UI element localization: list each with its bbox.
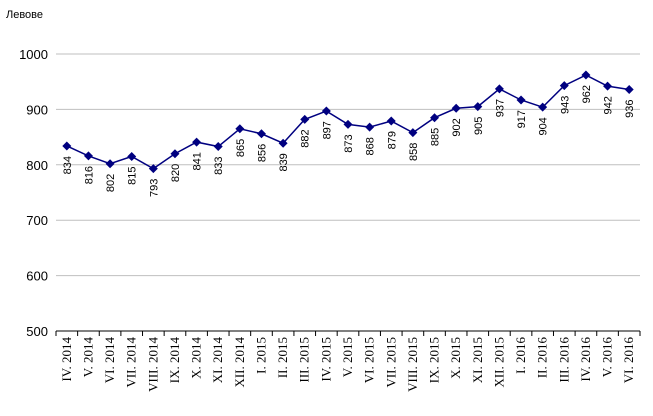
data-label: 793 bbox=[148, 179, 160, 197]
x-tick-label: I. 2015 bbox=[253, 337, 268, 374]
data-point bbox=[473, 102, 483, 112]
x-tick-label: II. 2016 bbox=[535, 337, 550, 379]
data-label: 816 bbox=[83, 166, 95, 184]
data-point bbox=[430, 113, 440, 123]
x-tick-label: X. 2015 bbox=[448, 337, 463, 379]
series-markers bbox=[62, 70, 634, 174]
data-point bbox=[538, 102, 548, 112]
x-tick-label: V. 2015 bbox=[340, 337, 355, 377]
x-tick-marks bbox=[55, 331, 641, 336]
data-label: 937 bbox=[494, 99, 506, 117]
y-tick-label: 1000 bbox=[19, 47, 48, 62]
x-tick-label: IV. 2014 bbox=[59, 337, 74, 382]
y-tick-labels: 500 600 700 800 900 1000 bbox=[19, 47, 48, 339]
data-point bbox=[83, 151, 93, 161]
x-tick-label: IV. 2016 bbox=[578, 337, 593, 382]
data-label: 802 bbox=[105, 174, 117, 192]
data-label: 885 bbox=[430, 128, 442, 146]
data-label: 904 bbox=[538, 117, 550, 135]
data-label: 942 bbox=[603, 96, 615, 114]
x-tick-label: X. 2014 bbox=[189, 337, 204, 379]
data-point bbox=[235, 124, 245, 134]
y-tick-label: 500 bbox=[26, 324, 48, 339]
y-tick-label: 900 bbox=[26, 102, 48, 117]
data-label: 962 bbox=[581, 85, 593, 103]
data-point bbox=[300, 114, 310, 124]
data-label: 868 bbox=[365, 137, 377, 155]
x-tick-label: V. 2014 bbox=[80, 337, 95, 378]
x-tick-label: IX. 2015 bbox=[427, 337, 442, 383]
x-tick-label: VIII. 2015 bbox=[405, 337, 420, 392]
gridlines bbox=[56, 53, 640, 277]
data-point bbox=[365, 122, 375, 132]
data-label: 858 bbox=[408, 143, 420, 161]
data-label: 879 bbox=[386, 131, 398, 149]
data-point bbox=[278, 138, 288, 148]
x-tick-label: XII. 2015 bbox=[491, 337, 506, 388]
data-label: 897 bbox=[321, 121, 333, 139]
x-tick-label: VI. 2014 bbox=[102, 337, 117, 384]
data-label: 834 bbox=[62, 156, 74, 174]
data-point bbox=[105, 159, 115, 169]
data-point bbox=[148, 164, 158, 174]
data-point bbox=[603, 81, 613, 91]
data-point bbox=[170, 149, 180, 159]
data-label: 873 bbox=[343, 134, 355, 152]
data-point bbox=[321, 106, 331, 116]
data-point bbox=[494, 84, 504, 94]
x-tick-label: VII. 2015 bbox=[383, 337, 398, 388]
x-tick-label: I. 2016 bbox=[513, 337, 528, 374]
x-tick-label: II. 2015 bbox=[275, 337, 290, 378]
x-tick-label: V. 2016 bbox=[600, 337, 615, 378]
data-point bbox=[451, 103, 461, 113]
x-tick-label: IV. 2015 bbox=[318, 337, 333, 382]
data-label: 833 bbox=[213, 157, 225, 175]
x-tick-label: III. 2015 bbox=[297, 337, 312, 383]
data-point bbox=[192, 137, 202, 147]
data-point bbox=[581, 70, 591, 80]
x-tick-label: XII. 2014 bbox=[232, 337, 247, 388]
y-axis-label: Левове bbox=[6, 9, 43, 21]
data-labels: 834 816 802 815 793 820 841 833 865 856 839 882 897 8… bbox=[62, 85, 636, 197]
data-label: 865 bbox=[235, 139, 247, 157]
y-tick-label: 600 bbox=[26, 269, 48, 284]
data-point bbox=[408, 128, 418, 138]
data-label: 905 bbox=[473, 117, 485, 135]
y-tick-label: 800 bbox=[26, 158, 48, 173]
x-tick-label: XI. 2014 bbox=[210, 337, 225, 384]
data-point bbox=[386, 116, 396, 126]
x-tick-label: XI. 2015 bbox=[470, 337, 485, 383]
data-label: 882 bbox=[300, 129, 312, 147]
data-label: 820 bbox=[170, 164, 182, 182]
data-point bbox=[127, 151, 137, 161]
x-tick-label: III. 2016 bbox=[556, 337, 571, 383]
data-point bbox=[343, 119, 353, 129]
x-tick-label: VIII. 2014 bbox=[145, 337, 160, 392]
data-label: 815 bbox=[127, 166, 139, 184]
data-point bbox=[256, 129, 266, 139]
x-tick-label: VI. 2016 bbox=[621, 337, 636, 384]
data-label: 936 bbox=[624, 99, 636, 117]
data-label: 856 bbox=[256, 144, 268, 162]
data-label: 841 bbox=[192, 152, 204, 170]
x-tick-label: VI. 2015 bbox=[362, 337, 377, 383]
x-tick-label: VII. 2014 bbox=[124, 337, 139, 388]
data-point bbox=[213, 142, 223, 152]
data-label: 839 bbox=[278, 153, 290, 171]
data-label: 943 bbox=[559, 96, 571, 114]
data-point bbox=[559, 81, 569, 91]
x-tick-label: IX. 2014 bbox=[167, 337, 182, 384]
data-point bbox=[624, 84, 634, 94]
y-tick-label: 700 bbox=[26, 213, 48, 228]
x-tick-labels: IV. 2014 V. 2014 VI. 2014 VII. 2014 VIII. 20… bbox=[59, 337, 636, 392]
data-label: 917 bbox=[516, 110, 528, 128]
data-point bbox=[62, 141, 72, 151]
data-point bbox=[516, 95, 526, 105]
data-label: 902 bbox=[451, 118, 463, 136]
